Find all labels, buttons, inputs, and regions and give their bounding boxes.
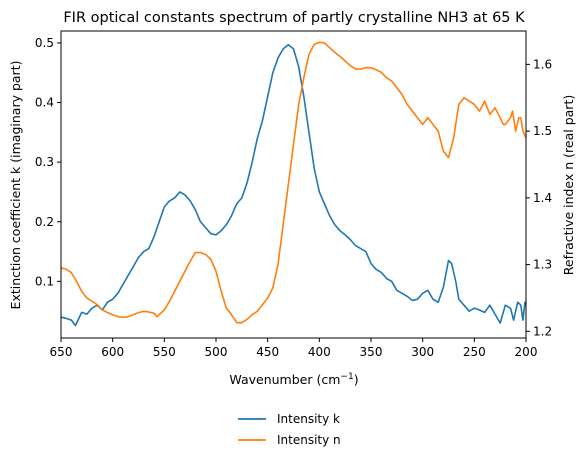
x-tick-label: 250 (463, 345, 486, 359)
x-tick-label: 500 (205, 345, 228, 359)
y-left-tick-label: 0.5 (35, 36, 54, 50)
series-line-k (61, 43, 526, 327)
x-axis-label-main: Wavenumber (cm (229, 372, 340, 387)
x-tick-label: 600 (101, 345, 124, 359)
y-left-tick-label: 0.1 (35, 274, 54, 288)
series-layer (61, 41, 526, 327)
x-tick-label: 650 (50, 345, 73, 359)
y-right-tick-label: 1.3 (533, 258, 552, 272)
y-right-tick-label: 1.6 (533, 57, 552, 71)
legend-label-k: Intensity k (277, 412, 340, 426)
x-tick-label: 200 (515, 345, 538, 359)
y-left-tick-label: 0.4 (35, 96, 54, 110)
x-tick-label: 350 (360, 345, 383, 359)
y-axis-right-label: Refractive index n (real part) (561, 95, 576, 275)
y-right-tick-label: 1.4 (533, 191, 552, 205)
plot-area (60, 30, 527, 339)
x-tick-label: 300 (411, 345, 434, 359)
x-axis-label: Wavenumber (cm−1) (229, 372, 358, 387)
legend: Intensity k Intensity n (238, 412, 341, 447)
plot-frame (60, 30, 527, 339)
x-tick-label: 400 (308, 345, 331, 359)
x-axis-label-sup: −1 (340, 372, 353, 382)
x-tick-label: 550 (153, 345, 176, 359)
y-axis-right: 1.2 1.3 1.4 1.5 1.6 (526, 57, 552, 338)
chart-title: FIR optical constants spectrum of partly… (63, 10, 525, 26)
x-axis: 650 600 550 500 450 400 350 300 250 200 (50, 338, 538, 359)
y-right-tick-label: 1.5 (533, 124, 552, 138)
y-left-tick-label: 0.2 (35, 215, 54, 229)
y-right-tick-label: 1.2 (533, 324, 552, 338)
y-left-tick-label: 0.3 (35, 155, 54, 169)
y-axis-left: 0.1 0.2 0.3 0.4 0.5 (35, 36, 61, 288)
x-axis-label-tail: ) (354, 372, 359, 387)
x-tick-label: 450 (256, 345, 279, 359)
legend-label-n: Intensity n (277, 433, 341, 447)
y-axis-left-label: Extinction coefficient k (imaginary part… (8, 61, 23, 310)
series-line-n (61, 41, 526, 324)
